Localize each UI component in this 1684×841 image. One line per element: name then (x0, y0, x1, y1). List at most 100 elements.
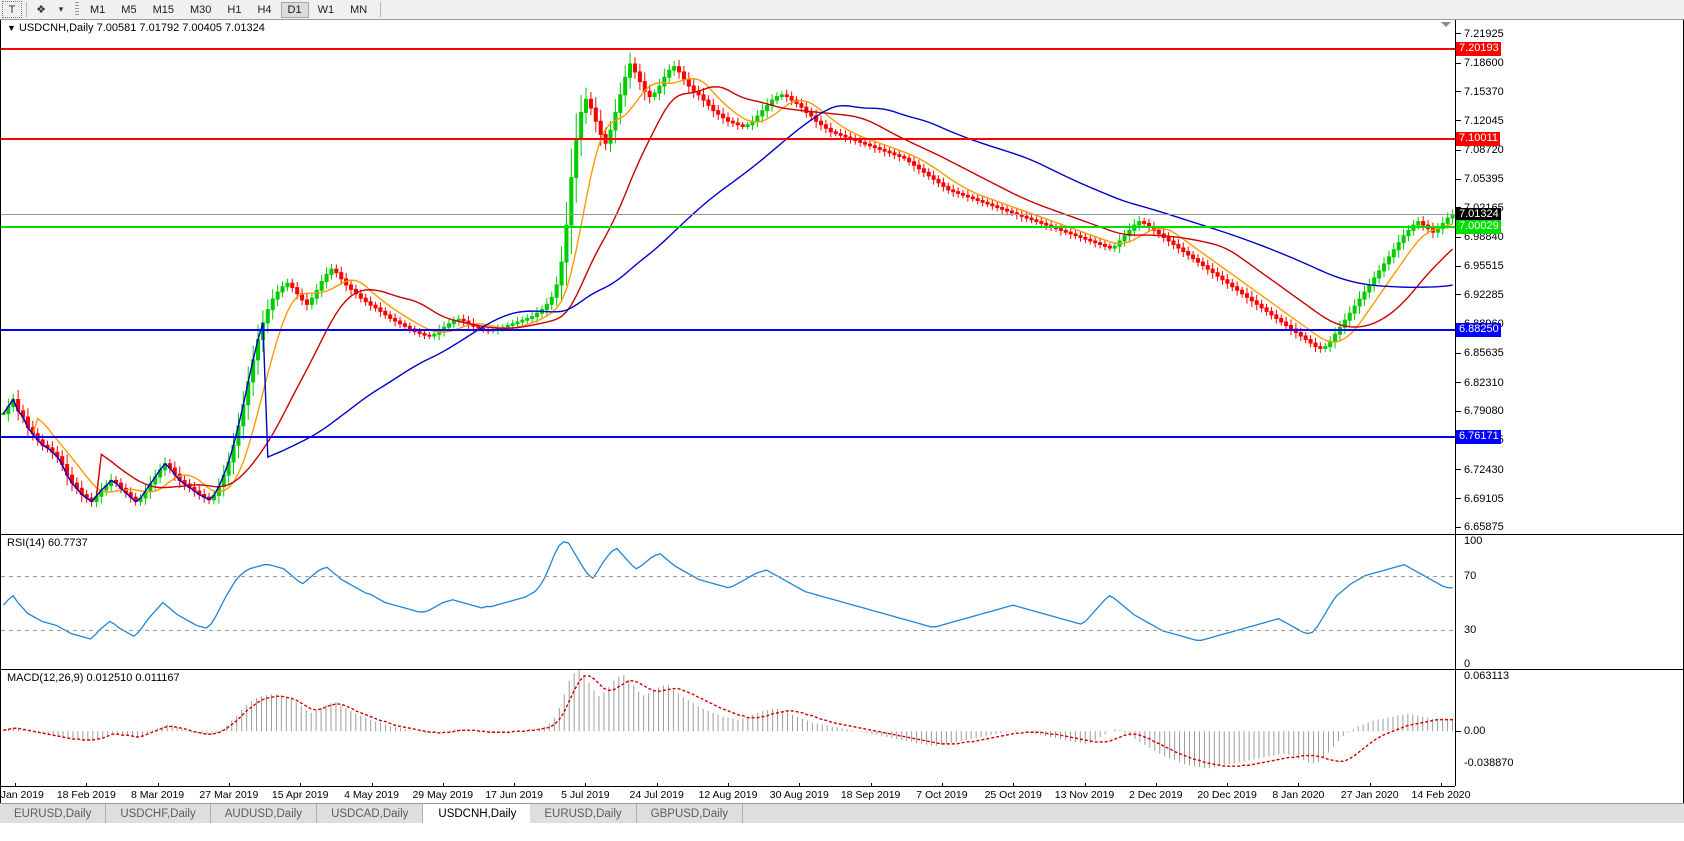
date-axis[interactable]: 30 Jan 2019 18 Feb 2019 8 Mar 2019 27 Mar 2… (0, 783, 1470, 803)
date-tick (1013, 783, 1015, 787)
chart-tab-5[interactable]: EURUSD,Daily (530, 804, 637, 823)
price-tick-label: 6.95515 (1464, 260, 1504, 273)
chart-tab-2[interactable]: AUDUSD,Daily (211, 804, 318, 823)
price-tag-0[interactable]: 7.20193 (1456, 42, 1501, 57)
rsi-tick: 70 (1456, 570, 1476, 582)
macd-tick-label: 0.063113 (1464, 670, 1510, 682)
date-tick (1227, 783, 1229, 787)
collapse-arrow-icon[interactable] (1441, 22, 1451, 27)
timeframe-w1[interactable]: W1 (317, 3, 335, 16)
price-panel[interactable]: 7.21925 7.18600 7.15370 7.12045 7.08720 7.053… (1, 20, 1683, 535)
macd-tick: 0.063113 (1456, 670, 1509, 682)
price-tag-2[interactable]: 7.01324 (1456, 208, 1501, 223)
chart-tab-4[interactable]: USDCNH,Daily (423, 804, 531, 823)
date-tick (15, 783, 16, 787)
macd-tick-label: 0.00 (1464, 725, 1486, 738)
level-line-last-price-2[interactable] (1, 214, 1455, 216)
level-line-resistance-0[interactable] (1, 48, 1455, 51)
rsi-panel[interactable]: 100 70 30 0 RSI(14) 60.7737 (1, 535, 1683, 670)
date-label-10: 12 Aug 2019 (698, 789, 758, 801)
date-label-3: 27 Mar 2019 (199, 789, 259, 801)
price-tag-4[interactable]: 6.88250 (1456, 323, 1501, 338)
date-tick (656, 783, 658, 787)
tab-overflow-caret[interactable] (743, 804, 759, 823)
chevron-down-icon[interactable]: ▾ (58, 4, 64, 14)
rsi-tick-label: 70 (1464, 569, 1477, 582)
date-label-16: 2 Dec 2019 (1128, 789, 1183, 801)
chart-frame[interactable]: 7.21925 7.18600 7.15370 7.12045 7.08720 7.053… (0, 20, 1684, 803)
date-label-7: 17 Jun 2019 (485, 789, 543, 801)
price-tick-label: 7.15370 (1464, 85, 1504, 98)
price-tag-5[interactable]: 6.76171 (1456, 429, 1501, 444)
timeframe-h4[interactable]: H4 (257, 3, 272, 16)
rsi-tick: 100 (1456, 535, 1482, 547)
rsi-plot-area[interactable] (1, 535, 1455, 669)
price-tick-label: 7.18600 (1464, 57, 1504, 70)
price-tag-3[interactable]: 7.00029 (1456, 219, 1501, 234)
chart-tab-6[interactable]: GBPUSD,Daily (637, 804, 743, 823)
level-line-support-5[interactable] (1, 435, 1455, 438)
level-line-pivot-3[interactable] (1, 225, 1455, 228)
rsi-tick: 30 (1456, 624, 1476, 636)
timeframe-m5[interactable]: M5 (121, 3, 137, 16)
chart-tab-1[interactable]: USDCHF,Daily (106, 804, 211, 823)
timeframe-m30[interactable]: M30 (189, 3, 212, 16)
rsi-tick: 0 (1456, 658, 1470, 670)
price-tick: 7.05395 (1456, 173, 1504, 185)
chart-tab-3[interactable]: USDCAD,Daily (317, 804, 424, 823)
date-label-2: 8 Mar 2019 (131, 789, 185, 801)
timeframe-m15[interactable]: M15 (152, 3, 174, 16)
price-tick: 6.69105 (1456, 493, 1504, 505)
toolbar-grip[interactable] (75, 2, 79, 17)
chart-expand-icon[interactable]: ▼ (7, 23, 16, 33)
indicators-tool-icon[interactable]: ❖ (36, 4, 46, 16)
price-tick: 6.72430 (1456, 464, 1504, 476)
date-tick (728, 783, 729, 787)
rsi-tick-label: 30 (1464, 623, 1477, 636)
date-label-8: 5 Jul 2019 (561, 789, 610, 801)
price-tick-label: 7.12045 (1464, 114, 1504, 127)
price-axis[interactable]: 7.21925 7.18600 7.15370 7.12045 7.08720 7.053… (1455, 20, 1683, 534)
date-label-4: 15 Apr 2019 (271, 789, 329, 801)
price-tick-label: 6.79080 (1464, 405, 1504, 418)
rsi-guide-30 (1, 629, 1455, 631)
date-label-20: 14 Feb 2020 (1411, 789, 1471, 801)
price-tick-label: 6.72430 (1464, 463, 1504, 476)
date-label-11: 30 Aug 2019 (769, 789, 829, 801)
level-line-resistance-1[interactable] (1, 137, 1455, 140)
macd-tick-label: -0.038870 (1464, 757, 1514, 769)
timeframe-d1[interactable]: D1 (280, 1, 309, 18)
timeframe-h1[interactable]: H1 (227, 3, 242, 16)
date-label-0: 30 Jan 2019 (0, 789, 44, 801)
macd-panel[interactable]: 0.063113 0.00 -0.038870 MACD(12,26,9) 0.01… (1, 670, 1683, 786)
date-tick (870, 783, 872, 787)
price-tick-label: 7.21925 (1464, 27, 1504, 40)
toolbar-divider-2 (380, 2, 382, 17)
date-label-14: 25 Oct 2019 (984, 789, 1042, 801)
price-tick-label: 6.65875 (1464, 521, 1504, 534)
price-tick-label: 7.05395 (1464, 173, 1504, 186)
price-tick: 7.18600 (1456, 57, 1504, 69)
date-tick (1441, 783, 1442, 787)
date-tick (1369, 783, 1371, 787)
macd-tick: 0.00 (1456, 725, 1485, 737)
crosshair-text-tool-icon[interactable]: T (2, 1, 22, 18)
chart-symbol-label: USDCNH,Daily 7.00581 7.01792 7.00405 7.0… (18, 22, 265, 34)
date-tick (1298, 783, 1300, 787)
date-label-18: 8 Jan 2020 (1272, 789, 1325, 801)
level-line-support-4[interactable] (1, 329, 1455, 332)
macd-axis[interactable]: 0.063113 0.00 -0.038870 (1455, 670, 1683, 786)
price-plot-area[interactable] (1, 20, 1455, 534)
price-tick-label: 6.69105 (1464, 492, 1504, 505)
chart-tab-0[interactable]: EURUSD,Daily (0, 804, 107, 823)
rsi-indicator-label: RSI(14) 60.7737 (5, 537, 90, 549)
date-label-13: 7 Oct 2019 (916, 789, 968, 801)
timeframe-mn[interactable]: MN (350, 3, 368, 16)
price-tag-1[interactable]: 7.10011 (1456, 131, 1500, 146)
price-tick: 6.65875 (1456, 521, 1504, 533)
timeframe-m1[interactable]: M1 (90, 3, 106, 16)
macd-indicator-label: MACD(12,26,9) 0.012510 0.011167 (5, 672, 182, 684)
date-label-17: 20 Dec 2019 (1197, 789, 1257, 801)
rsi-axis[interactable]: 100 70 30 0 (1455, 535, 1683, 670)
macd-plot-area[interactable] (1, 670, 1455, 786)
